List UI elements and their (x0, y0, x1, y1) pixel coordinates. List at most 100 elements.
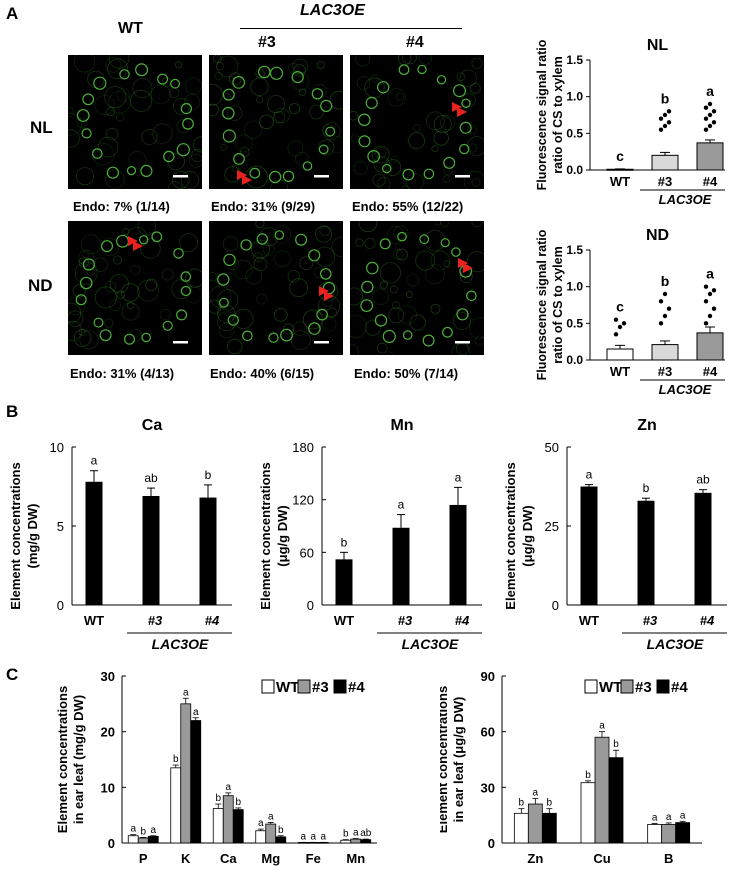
faint-cell-outline (75, 167, 95, 186)
bar (696, 332, 724, 361)
bar (142, 495, 160, 605)
significance-letter: a (599, 721, 605, 732)
bar (340, 839, 352, 844)
x-tick-label: WT (610, 364, 630, 379)
caption-nd-3: Endo: 40% (6/15) (210, 366, 315, 381)
faint-cell-outline (287, 140, 304, 157)
faint-cell-outline (272, 225, 291, 244)
faint-cell-outline (471, 178, 481, 187)
faint-cell-outline (350, 110, 358, 121)
faint-cell-outline (469, 83, 481, 94)
faint-cell-outline (121, 302, 140, 321)
micrograph-nd-3 (209, 221, 343, 355)
red-arrow-icon (463, 263, 473, 273)
chart-ca-concentration: Ca Element concentrations (mg/g DW) 0 5 10 a WT… (8, 417, 232, 650)
faint-cell-outline (130, 89, 153, 112)
endodermis-cell-ring (140, 164, 153, 178)
endodermis-cell-ring (223, 253, 236, 267)
significance-letter: a (652, 813, 658, 824)
faint-cell-outline (321, 316, 337, 332)
faint-cell-outline (122, 227, 130, 235)
faint-cell-outline (81, 234, 102, 255)
y-axis-label: Fluorescence signal ratio (535, 39, 549, 190)
faint-cell-outline (405, 173, 424, 189)
significance-letter: b (215, 793, 221, 804)
legend-swatch (584, 679, 598, 694)
significance-letter: b (643, 481, 650, 495)
faint-cell-outline (86, 267, 95, 277)
scatter-point (711, 288, 717, 293)
faint-cell-outline (471, 58, 483, 69)
y-tick-label: 50 (545, 440, 559, 455)
faint-cell-outline (314, 246, 336, 267)
faint-cell-outline (442, 175, 451, 183)
x-tick-label: Fe (306, 851, 321, 866)
faint-cell-outline (214, 71, 224, 81)
faint-cell-outline (250, 77, 269, 97)
faint-cell-outline (216, 55, 239, 78)
faint-cell-outline (115, 112, 125, 122)
endodermis-cell-ring (443, 156, 456, 169)
scatter-point (703, 105, 709, 110)
faint-cell-outline (107, 58, 128, 80)
faint-cell-outline (395, 92, 405, 101)
faint-cell-outline (188, 153, 202, 168)
significance-letter: a (680, 810, 686, 821)
legend-label: #4 (671, 679, 688, 696)
faint-cell-outline (256, 95, 264, 104)
faint-cell-outline (73, 329, 92, 347)
significance-letter: c (616, 148, 624, 164)
endodermis-cell-ring (423, 168, 435, 180)
endodermis-cell-ring (440, 238, 450, 248)
scatter-point (703, 116, 709, 121)
faint-cell-outline (419, 55, 432, 65)
endodermis-cell-ring (302, 161, 313, 171)
scale-bar (455, 175, 470, 178)
endodermis-cell-ring (242, 330, 253, 342)
faint-cell-outline (74, 261, 98, 285)
faint-cell-outline (291, 330, 311, 350)
endodermis-cell-ring (81, 128, 92, 139)
endodermis-cell-ring (308, 249, 321, 262)
faint-cell-outline (291, 73, 310, 91)
significance-letter: b (661, 90, 670, 106)
x-tick-label: #4 (700, 613, 715, 628)
endodermis-cell-ring (123, 333, 135, 345)
scatter-point (707, 112, 713, 118)
faint-cell-outline (233, 308, 254, 330)
chart-ear-leaf-micro: Element concentrations in ear leaf (μg/g … (440, 669, 702, 866)
x-tick-label: Zn (527, 851, 543, 866)
x-tick-label: #4 (455, 613, 470, 628)
endodermis-cell-ring (268, 170, 282, 184)
y-tick-label: 90 (481, 669, 495, 684)
faint-cell-outline (128, 151, 147, 169)
faint-cell-outline (401, 55, 418, 65)
scatter-point (658, 299, 664, 304)
faint-cell-outline (309, 104, 324, 120)
y-axis-label-unit: (μg/g DW) (520, 505, 535, 566)
y-axis-label: Fluorescence signal ratio (535, 229, 549, 380)
faint-cell-outline (373, 156, 390, 173)
faint-cell-outline (274, 250, 291, 268)
scatter-point (703, 321, 709, 326)
significance-letter: a (310, 831, 316, 842)
scatter-point (662, 123, 668, 129)
significance-letter: b (278, 825, 284, 836)
significance-letter: a (183, 687, 189, 698)
scatter-point (658, 127, 664, 132)
endodermis-cell-ring (93, 76, 107, 90)
scale-bar (455, 341, 470, 344)
legend-swatch (333, 679, 347, 694)
faint-cell-outline (467, 124, 478, 135)
micrograph-nd-4 (350, 221, 484, 355)
faint-cell-outline (358, 221, 378, 233)
endodermis-cell-ring (162, 320, 173, 331)
endodermis-cell-ring (256, 233, 269, 245)
faint-cell-outline (68, 106, 75, 118)
caption-nl-3: Endo: 31% (9/29) (211, 199, 316, 214)
faint-cell-outline (331, 237, 343, 257)
bar (651, 154, 679, 171)
faint-cell-outline (255, 68, 265, 79)
faint-cell-outline (68, 129, 80, 148)
y-axis-label: Element concentrations (503, 462, 518, 609)
